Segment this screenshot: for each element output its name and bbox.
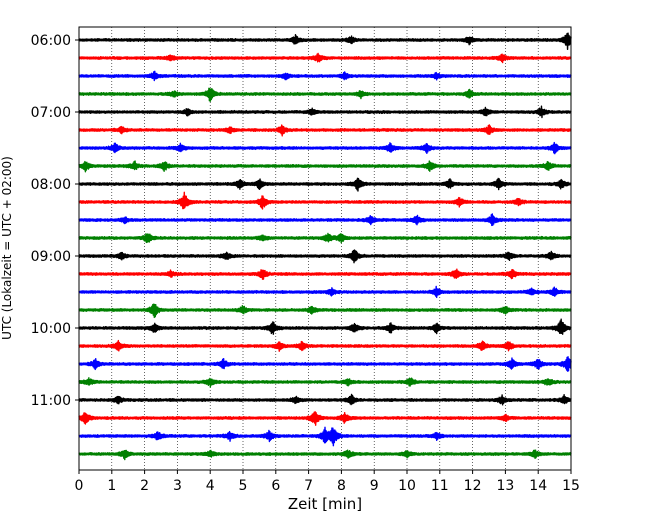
trace-line: [78, 303, 572, 319]
trace-line: [78, 318, 572, 335]
y-tick-label: 08:00: [31, 177, 71, 193]
trace-line: [78, 141, 572, 155]
trace-line: [78, 124, 572, 137]
trace-line: [78, 105, 572, 119]
y-tick-label: 09:00: [31, 249, 71, 265]
trace-line: [78, 70, 572, 82]
x-tick-label: 8: [337, 478, 346, 494]
y-axis: 06:00 07:00 08:00 09:00 10:00 11:00: [31, 33, 79, 409]
x-tick-label: 13: [496, 478, 514, 494]
trace-line: [78, 393, 572, 406]
x-tick-label: 15: [562, 478, 580, 494]
y-tick-label: 06:00: [31, 33, 71, 49]
y-tick-label: 11:00: [31, 393, 71, 409]
x-tick-label: 14: [529, 478, 547, 494]
x-tick-label: 10: [398, 478, 416, 494]
trace-line: [78, 449, 572, 461]
trace-line: [78, 32, 572, 51]
trace-line: [78, 52, 572, 64]
trace-line: [78, 356, 572, 372]
x-tick-label: 1: [107, 478, 116, 494]
y-axis-label: UTC (Lokalzeit = UTC + 02:00): [0, 156, 14, 340]
trace-line: [78, 249, 572, 264]
plot-background: [79, 27, 571, 470]
x-tick-label: 4: [206, 478, 215, 494]
x-tick-label: 2: [140, 478, 149, 494]
trace-line: [78, 213, 572, 227]
x-tick-label: 9: [370, 478, 379, 494]
x-tick-label: 6: [271, 478, 280, 494]
trace-line: [78, 426, 572, 447]
trace-line: [78, 232, 572, 244]
x-axis: 0 1 2 3 4 5 6 7 8 9 10 11 12 13 14 15: [75, 470, 580, 494]
x-tick-label: 11: [431, 478, 449, 494]
trace-line: [78, 339, 572, 352]
y-tick-label: 07:00: [31, 105, 71, 121]
trace-line: [78, 268, 572, 280]
x-tick-label: 3: [173, 478, 182, 494]
trace-line: [78, 160, 572, 173]
x-tick-label: 12: [464, 478, 482, 494]
x-tick-label: 0: [75, 478, 84, 494]
trace-line: [78, 87, 572, 102]
vertical-grid: [111, 27, 539, 470]
trace-line: [78, 177, 572, 192]
trace-line: [78, 191, 572, 210]
x-axis-label: Zeit [min]: [288, 495, 362, 513]
x-tick-label: 5: [239, 478, 248, 494]
y-tick-label: 10:00: [31, 321, 71, 337]
plot-frame: [78, 26, 572, 471]
trace-line: [78, 377, 572, 388]
seismic-traces: [78, 32, 572, 461]
x-tick-label: 7: [304, 478, 313, 494]
trace-line: [78, 285, 572, 299]
trace-line: [78, 411, 572, 426]
